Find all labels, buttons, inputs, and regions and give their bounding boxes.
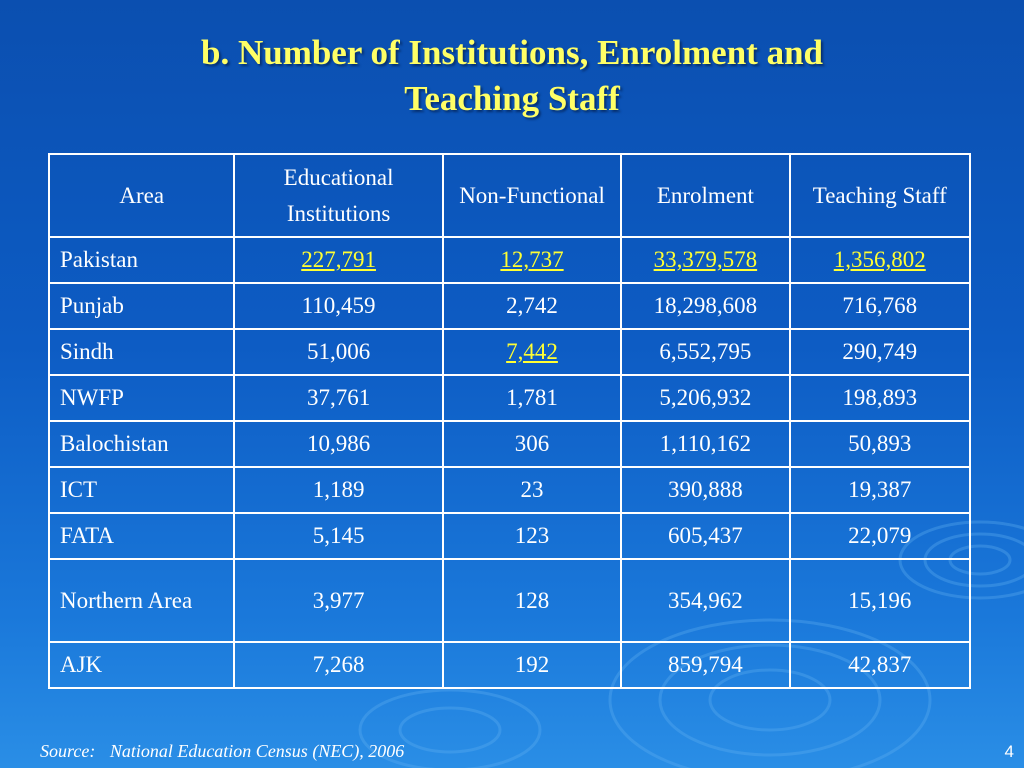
table-header-row: Area Educational Institutions Non-Functi…: [47, 153, 972, 238]
cell-institutions: 51,006: [233, 328, 444, 376]
cell-area: Pakistan: [47, 236, 236, 284]
cell-non-functional: 1,781: [441, 374, 623, 422]
cell-institutions: 37,761: [233, 374, 444, 422]
cell-non-functional: 2,742: [441, 282, 623, 330]
page-number: 4: [1004, 742, 1014, 761]
header-enrolment: Enrolment: [620, 153, 791, 238]
cell-enrolment: 605,437: [620, 512, 791, 560]
table-row: NWFP 37,761 1,781 5,206,932 198,893: [47, 374, 972, 422]
education-table: Area Educational Institutions Non-Functi…: [47, 153, 972, 689]
table-row: Northern Area 3,977 128 354,962 15,196: [47, 558, 972, 643]
cell-area: Punjab: [47, 282, 236, 330]
cell-non-functional: 7,442: [441, 328, 623, 376]
header-area: Area: [47, 153, 236, 238]
cell-enrolment: 18,298,608: [620, 282, 791, 330]
cell-teaching-staff: 15,196: [788, 558, 972, 643]
cell-area: AJK: [47, 641, 236, 689]
cell-enrolment: 390,888: [620, 466, 791, 514]
table-row: Pakistan 227,791 12,737 33,379,578 1,356…: [47, 236, 972, 284]
table-row: Balochistan 10,986 306 1,110,162 50,893: [47, 420, 972, 468]
cell-teaching-staff: 50,893: [788, 420, 972, 468]
cell-institutions: 7,268: [233, 641, 444, 689]
cell-teaching-staff: 19,387: [788, 466, 972, 514]
highlighted-value: 227,791: [301, 247, 376, 272]
cell-teaching-staff: 198,893: [788, 374, 972, 422]
cell-non-functional: 12,737: [441, 236, 623, 284]
cell-area: Sindh: [47, 328, 236, 376]
cell-institutions: 1,189: [233, 466, 444, 514]
cell-enrolment: 354,962: [620, 558, 791, 643]
cell-non-functional: 128: [441, 558, 623, 643]
header-non-functional: Non-Functional: [441, 153, 623, 238]
table-row: FATA 5,145 123 605,437 22,079: [47, 512, 972, 560]
cell-non-functional: 306: [441, 420, 623, 468]
cell-enrolment: 1,110,162: [620, 420, 791, 468]
cell-teaching-staff: 716,768: [788, 282, 972, 330]
source-text: National Education Census (NEC), 2006: [109, 741, 405, 761]
header-institutions: Educational Institutions: [233, 153, 444, 238]
cell-enrolment: 6,552,795: [620, 328, 791, 376]
cell-non-functional: 123: [441, 512, 623, 560]
highlighted-value: 12,737: [500, 247, 564, 272]
cell-area: ICT: [47, 466, 236, 514]
header-teaching-staff: Teaching Staff: [788, 153, 972, 238]
cell-teaching-staff: 1,356,802: [788, 236, 972, 284]
highlighted-value: 33,379,578: [653, 247, 758, 272]
cell-institutions: 5,145: [233, 512, 444, 560]
cell-teaching-staff: 290,749: [788, 328, 972, 376]
cell-area: NWFP: [47, 374, 236, 422]
title-line-1: b. Number of Institutions, Enrolment and: [200, 33, 824, 72]
cell-area: Northern Area: [47, 558, 236, 643]
cell-non-functional: 192: [441, 641, 623, 689]
table-row: AJK 7,268 192 859,794 42,837: [47, 641, 972, 689]
cell-area: Balochistan: [47, 420, 236, 468]
title-line-2: Teaching Staff: [404, 79, 620, 118]
cell-institutions: 3,977: [233, 558, 444, 643]
cell-enrolment: 5,206,932: [620, 374, 791, 422]
highlighted-value: 7,442: [506, 339, 558, 364]
cell-non-functional: 23: [441, 466, 623, 514]
table-row: Punjab 110,459 2,742 18,298,608 716,768: [47, 282, 972, 330]
cell-institutions: 227,791: [233, 236, 444, 284]
cell-teaching-staff: 22,079: [788, 512, 972, 560]
cell-enrolment: 859,794: [620, 641, 791, 689]
cell-institutions: 10,986: [233, 420, 444, 468]
table-row: ICT 1,189 23 390,888 19,387: [47, 466, 972, 514]
cell-enrolment: 33,379,578: [620, 236, 791, 284]
cell-teaching-staff: 42,837: [788, 641, 972, 689]
source-note: Source: National Education Census (NEC),…: [40, 741, 404, 762]
table-row: Sindh 51,006 7,442 6,552,795 290,749: [47, 328, 972, 376]
page-title: b. Number of Institutions, Enrolment and…: [0, 30, 1024, 122]
highlighted-value: 1,356,802: [833, 247, 926, 272]
source-label: Source:: [40, 741, 96, 761]
cell-area: FATA: [47, 512, 236, 560]
cell-institutions: 110,459: [233, 282, 444, 330]
